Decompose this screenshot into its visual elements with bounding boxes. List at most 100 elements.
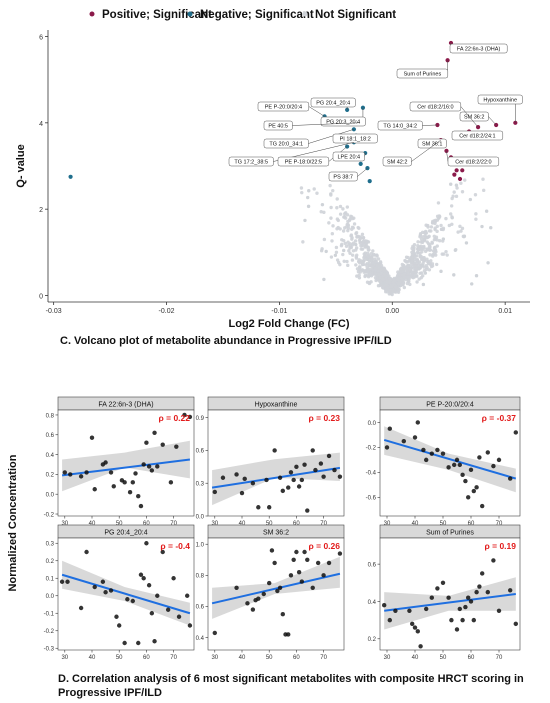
x-axis-label: Log2 Fold Change (FC) (229, 318, 350, 330)
ns-point (376, 284, 381, 288)
ns-point (426, 242, 431, 246)
ns-point (422, 265, 426, 269)
annotation-box (396, 68, 449, 79)
ns-point (460, 226, 465, 231)
data-point (326, 453, 332, 459)
annotation-label: SM 36:1 (422, 142, 442, 148)
ns-point (420, 240, 425, 245)
data-point (92, 584, 97, 590)
data-point (130, 480, 135, 485)
ns-point (427, 245, 432, 249)
ns-point (320, 202, 325, 207)
data-point (68, 472, 73, 477)
ns-point (358, 236, 362, 241)
ns-point (315, 191, 319, 195)
ns-point (367, 263, 371, 268)
ns-point (412, 261, 417, 266)
ns-point (391, 289, 395, 293)
data-point (457, 606, 462, 612)
ns-point (432, 234, 436, 238)
ns-point (338, 262, 342, 267)
x-tick-label: 40 (412, 521, 419, 527)
y-tick-label: 0.8 (196, 574, 205, 580)
ns-point (429, 229, 433, 233)
ns-point (435, 224, 439, 229)
annotation-label: PI 18:1_18:2 (340, 137, 371, 143)
data-point (220, 475, 226, 480)
ns-point (301, 240, 305, 244)
ns-point (347, 249, 351, 253)
ns-point (428, 262, 432, 266)
annotation-label: PG 20:4_20:4 (316, 101, 350, 107)
legend-marker (302, 11, 308, 17)
x-tick-label: 50 (440, 521, 447, 527)
ns-point (387, 280, 392, 285)
data-point (310, 585, 315, 590)
ns-point (444, 249, 448, 254)
ns-point (406, 264, 410, 268)
data-point (477, 584, 482, 589)
x-tick-label: 70 (170, 655, 177, 661)
ns-point (374, 278, 378, 283)
x-tick-label: 60 (468, 521, 475, 527)
x-tick-label: 50 (266, 521, 273, 527)
ns-point (348, 251, 352, 255)
annotation-leader (488, 116, 497, 126)
ns-point (433, 249, 437, 253)
x-tick-label: 30 (61, 655, 68, 661)
data-point (267, 580, 272, 586)
rho-label: ρ = -0.37 (482, 413, 517, 423)
ns-point (383, 269, 387, 273)
ns-point (408, 273, 413, 278)
y-tick-label: 0.0 (368, 421, 377, 427)
data-point (480, 571, 485, 576)
y-tick-label: 0.6 (368, 562, 377, 568)
ns-point (415, 259, 419, 263)
ns-point (373, 266, 378, 271)
data-point (136, 493, 141, 499)
ns-point (340, 242, 344, 247)
data-point (454, 627, 460, 632)
data-point (138, 572, 144, 577)
annotation-leader (411, 139, 441, 162)
data-point (302, 549, 307, 555)
ns-point (463, 178, 467, 182)
ns-point (346, 263, 350, 268)
ns-point (338, 212, 343, 216)
facet-title: SM 36:2 (263, 530, 289, 537)
ns-point (415, 274, 419, 278)
ns-point (349, 233, 354, 237)
ns-point (354, 263, 358, 267)
data-point (440, 580, 446, 585)
data-point (280, 488, 285, 494)
ns-point (335, 217, 340, 221)
data-point (460, 617, 465, 623)
ns-point (367, 280, 371, 285)
y-tick-label: -0.4 (366, 471, 377, 477)
data-point (471, 617, 476, 623)
ns-point (342, 259, 346, 263)
x-tick-label: 70 (496, 655, 503, 661)
data-point (412, 435, 418, 440)
ns-point (432, 252, 436, 256)
y-tick-label: 4 (39, 121, 43, 128)
x-tick-label: 40 (239, 521, 246, 527)
caption-d-line1: D. Correlation analysis of 6 most signif… (58, 673, 524, 685)
y-tick-label: 0.3 (196, 482, 205, 488)
ns-point (401, 269, 405, 273)
data-point (291, 557, 296, 562)
ns-point (427, 268, 432, 272)
data-point (160, 442, 165, 447)
ns-point (415, 280, 419, 284)
data-point (288, 470, 294, 475)
ns-point (331, 188, 335, 193)
x-tick-label: 30 (384, 655, 391, 661)
ns-point (357, 258, 361, 262)
ns-point (432, 219, 436, 223)
annotation-leader (292, 122, 359, 126)
data-point (185, 593, 190, 598)
ns-point (397, 271, 401, 276)
data-point (275, 588, 280, 594)
ns-point (354, 248, 358, 252)
data-point (149, 611, 155, 616)
